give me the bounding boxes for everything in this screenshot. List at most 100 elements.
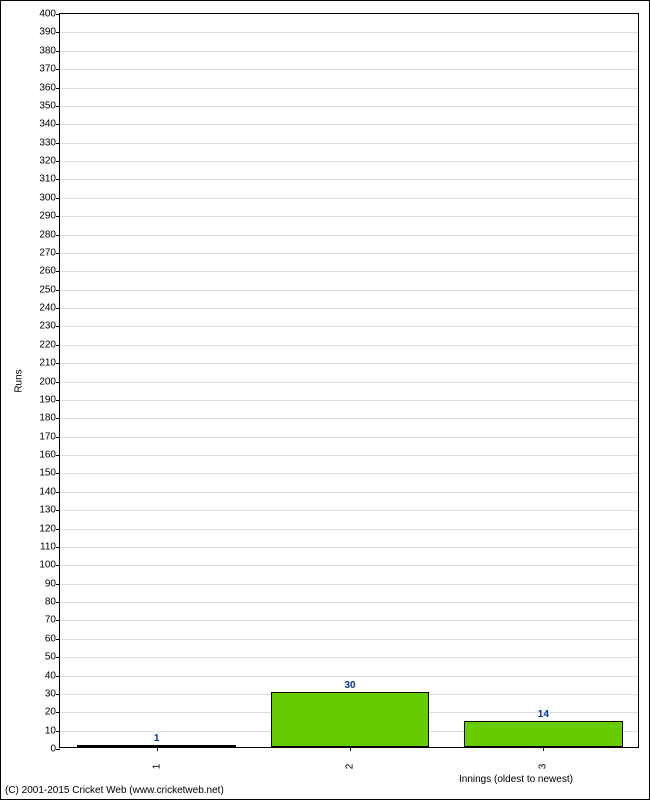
y-tick-mark: [56, 712, 60, 713]
gridline: [60, 32, 638, 33]
y-tick-label: 100: [39, 560, 56, 571]
y-tick-mark: [56, 547, 60, 548]
y-tick-mark: [56, 639, 60, 640]
y-tick-label: 390: [39, 27, 56, 38]
gridline: [60, 400, 638, 401]
gridline: [60, 326, 638, 327]
bar-value-label: 30: [344, 680, 355, 691]
y-tick-label: 150: [39, 468, 56, 479]
gridline: [60, 235, 638, 236]
gridline: [60, 216, 638, 217]
y-tick-label: 250: [39, 284, 56, 295]
y-tick-mark: [56, 271, 60, 272]
y-tick-label: 230: [39, 321, 56, 332]
y-tick-label: 200: [39, 376, 56, 387]
y-tick-mark: [56, 14, 60, 15]
y-tick-mark: [56, 529, 60, 530]
gridline: [60, 565, 638, 566]
bar: [464, 721, 623, 747]
gridline: [60, 124, 638, 125]
y-tick-label: 320: [39, 156, 56, 167]
y-tick-label: 10: [45, 725, 56, 736]
y-tick-label: 80: [45, 597, 56, 608]
y-tick-mark: [56, 694, 60, 695]
y-tick-mark: [56, 602, 60, 603]
gridline: [60, 308, 638, 309]
gridline: [60, 676, 638, 677]
y-tick-mark: [56, 437, 60, 438]
bar: [271, 692, 430, 747]
y-tick-label: 360: [39, 82, 56, 93]
y-tick-label: 220: [39, 339, 56, 350]
y-tick-label: 260: [39, 266, 56, 277]
gridline: [60, 639, 638, 640]
gridline: [60, 529, 638, 530]
y-tick-mark: [56, 88, 60, 89]
y-tick-label: 160: [39, 450, 56, 461]
y-tick-label: 190: [39, 394, 56, 405]
y-tick-mark: [56, 235, 60, 236]
gridline: [60, 69, 638, 70]
y-tick-mark: [56, 143, 60, 144]
y-tick-mark: [56, 510, 60, 511]
y-tick-mark: [56, 584, 60, 585]
y-tick-label: 300: [39, 192, 56, 203]
y-tick-label: 110: [40, 541, 56, 552]
y-tick-mark: [56, 106, 60, 107]
y-axis-title: Runs: [14, 369, 25, 392]
y-tick-mark: [56, 326, 60, 327]
y-tick-label: 210: [39, 358, 56, 369]
y-tick-label: 0: [50, 744, 56, 755]
y-tick-label: 270: [39, 247, 56, 258]
gridline: [60, 179, 638, 180]
y-tick-label: 180: [39, 413, 56, 424]
y-tick-mark: [56, 363, 60, 364]
gridline: [60, 584, 638, 585]
gridline: [60, 492, 638, 493]
x-tick-label: 1: [151, 764, 162, 770]
gridline: [60, 271, 638, 272]
y-tick-label: 70: [45, 615, 56, 626]
y-tick-label: 380: [39, 45, 56, 56]
y-tick-mark: [56, 473, 60, 474]
y-tick-mark: [56, 179, 60, 180]
gridline: [60, 602, 638, 603]
gridline: [60, 437, 638, 438]
bar-value-label: 1: [154, 733, 160, 744]
y-tick-label: 330: [39, 137, 56, 148]
y-tick-label: 290: [39, 211, 56, 222]
gridline: [60, 510, 638, 511]
x-tick-label: 3: [538, 764, 549, 770]
gridline: [60, 455, 638, 456]
gridline: [60, 290, 638, 291]
y-tick-mark: [56, 32, 60, 33]
y-tick-mark: [56, 731, 60, 732]
gridline: [60, 363, 638, 364]
y-tick-mark: [56, 198, 60, 199]
gridline: [60, 547, 638, 548]
y-tick-label: 40: [45, 670, 56, 681]
y-tick-label: 120: [39, 523, 56, 534]
plot-area: 0102030405060708090100110120130140150160…: [59, 13, 639, 748]
y-tick-mark: [56, 51, 60, 52]
gridline: [60, 657, 638, 658]
gridline: [60, 51, 638, 52]
y-tick-mark: [56, 69, 60, 70]
gridline: [60, 345, 638, 346]
gridline: [60, 620, 638, 621]
y-tick-label: 130: [39, 505, 56, 516]
gridline: [60, 161, 638, 162]
y-tick-mark: [56, 676, 60, 677]
x-axis-title: Innings (oldest to newest): [459, 774, 573, 785]
bar-value-label: 14: [538, 709, 549, 720]
y-tick-label: 30: [45, 688, 56, 699]
gridline: [60, 382, 638, 383]
gridline: [60, 418, 638, 419]
y-tick-mark: [56, 161, 60, 162]
copyright-text: (C) 2001-2015 Cricket Web (www.cricketwe…: [5, 785, 224, 796]
y-tick-mark: [56, 345, 60, 346]
y-tick-label: 170: [39, 431, 56, 442]
y-tick-label: 90: [45, 578, 56, 589]
y-tick-label: 20: [45, 707, 56, 718]
x-tick-mark: [350, 747, 351, 751]
